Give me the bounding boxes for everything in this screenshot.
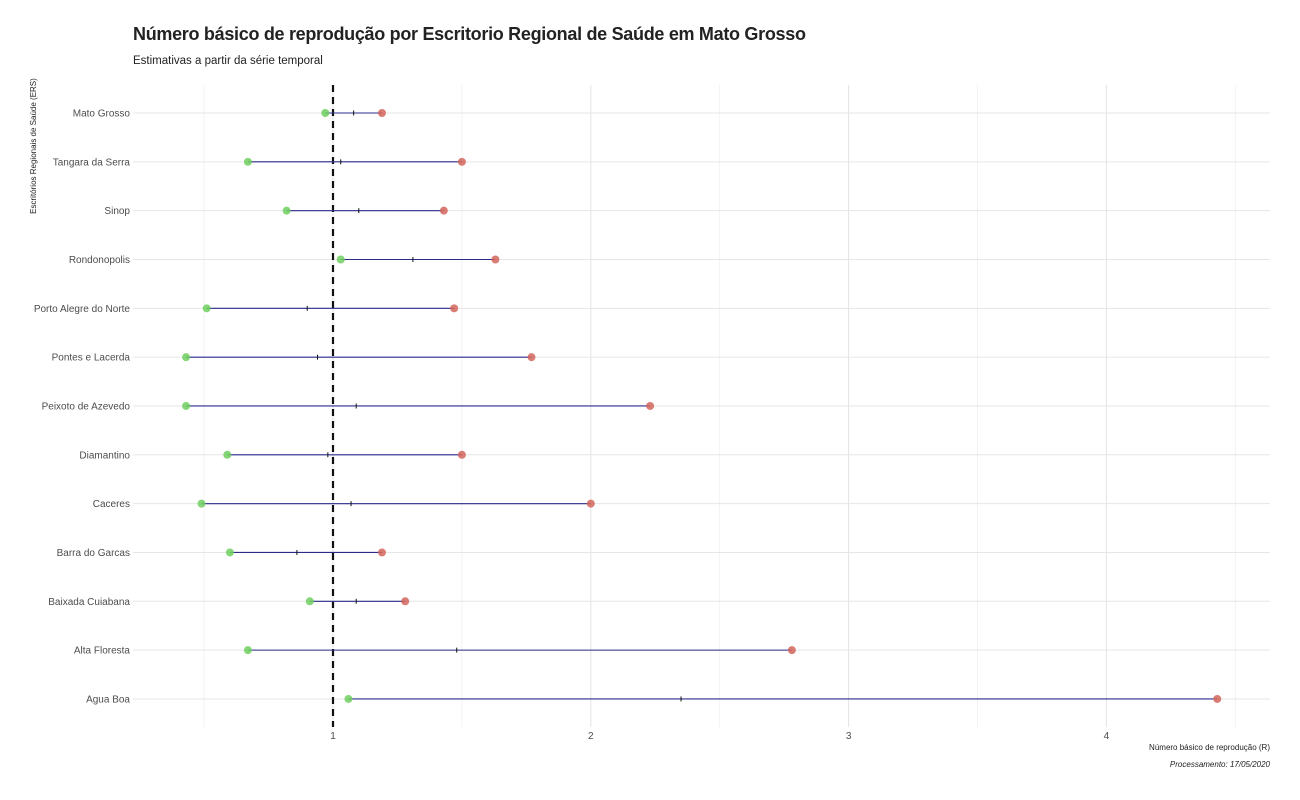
lower-bound-point <box>182 353 191 362</box>
lower-bound-point <box>197 499 206 508</box>
x-axis-title: Número básico de reprodução (R) <box>1149 743 1270 752</box>
x-tick-label: 1 <box>330 731 336 742</box>
y-tick-label: Baixada Cuiabana <box>48 597 130 608</box>
upper-bound-point <box>439 206 448 215</box>
upper-bound-point <box>377 109 386 117</box>
lower-bound-point <box>321 109 330 117</box>
upper-bound-point <box>457 157 466 166</box>
mark-layer <box>182 109 1222 703</box>
lower-bound-point <box>336 255 345 264</box>
upper-bound-point <box>586 499 595 508</box>
y-tick-label: Sinop <box>104 206 130 217</box>
y-tick-label: Agua Boa <box>86 694 130 705</box>
label-layer: 1 2 3 4 Mato Grosso Tangara da Serra Sinop Rond… <box>34 109 1110 743</box>
lower-bound-point <box>344 694 353 703</box>
y-tick-label: Pontes e Lacerda <box>52 353 131 364</box>
upper-bound-point <box>450 304 459 313</box>
y-tick-label: Caceres <box>93 499 130 510</box>
x-tick-label: 2 <box>588 731 594 742</box>
y-tick-label: Diamantino <box>79 450 130 461</box>
chart-subtitle: Estimativas a partir da série temporal <box>133 55 323 67</box>
upper-bound-point <box>491 255 500 264</box>
upper-bound-point <box>646 401 655 410</box>
lower-bound-point <box>223 450 232 459</box>
y-tick-label: Barra do Garcas <box>57 548 130 559</box>
x-tick-label: 3 <box>846 731 852 742</box>
chart-title: Número básico de reprodução por Escritor… <box>133 24 806 44</box>
upper-bound-point <box>527 353 536 362</box>
y-tick-label: Mato Grosso <box>73 109 131 120</box>
lower-bound-point <box>243 646 252 655</box>
lower-bound-point <box>182 401 191 410</box>
chart-caption: Processamento: 17/05/2020 <box>1169 760 1270 769</box>
y-tick-label: Peixoto de Azevedo <box>42 401 131 412</box>
upper-bound-point <box>787 646 796 655</box>
upper-bound-point <box>1213 694 1222 703</box>
lower-bound-point <box>243 157 252 166</box>
y-axis-title: Escritórios Regionais de Saúde (ERS) <box>29 78 38 214</box>
lower-bound-point <box>225 548 234 557</box>
y-tick-label: Rondonopolis <box>69 255 130 266</box>
lower-bound-point <box>305 597 314 606</box>
y-tick-label: Porto Alegre do Norte <box>34 304 131 315</box>
lower-bound-point <box>282 206 291 215</box>
upper-bound-point <box>457 450 466 459</box>
x-tick-label: 4 <box>1104 731 1110 742</box>
y-tick-label: Alta Floresta <box>74 646 131 657</box>
upper-bound-point <box>401 597 410 606</box>
y-tick-label: Tangara da Serra <box>53 157 131 168</box>
upper-bound-point <box>377 548 386 557</box>
lower-bound-point <box>202 304 211 313</box>
